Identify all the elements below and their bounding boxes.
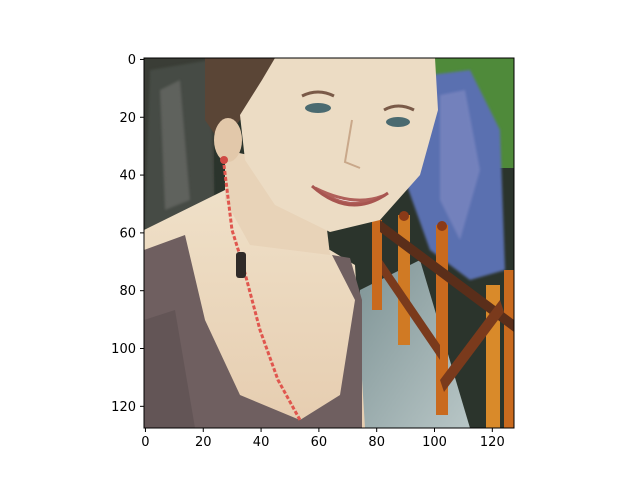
x-axis: 0 20 40 60 80 100 120 (141, 428, 505, 450)
x-tick-label: 100 (422, 435, 447, 450)
y-axis: 0 20 40 60 80 100 120 (111, 53, 144, 415)
x-tick-label: 60 (311, 435, 328, 450)
x-tick-label: 0 (141, 435, 149, 450)
tank-top (144, 235, 362, 428)
y-tick-label: 60 (119, 226, 136, 241)
left-eye (305, 103, 331, 113)
necklace (222, 164, 302, 421)
y-tick-label: 40 (119, 169, 136, 184)
axes-frame (143, 57, 515, 429)
y-tick-label: 20 (119, 111, 136, 126)
y-tick-label: 120 (111, 400, 136, 415)
face (240, 58, 438, 232)
x-tick-label: 40 (253, 435, 270, 450)
railing (372, 211, 514, 428)
y-tick-label: 0 (128, 53, 136, 68)
x-tick-label: 120 (480, 435, 505, 450)
y-tick-label: 80 (119, 284, 136, 299)
photo-image (144, 58, 514, 428)
right-eye (386, 117, 410, 127)
x-tick-label: 20 (195, 435, 212, 450)
x-tick-label: 80 (368, 435, 385, 450)
y-tick-label: 100 (111, 342, 136, 357)
